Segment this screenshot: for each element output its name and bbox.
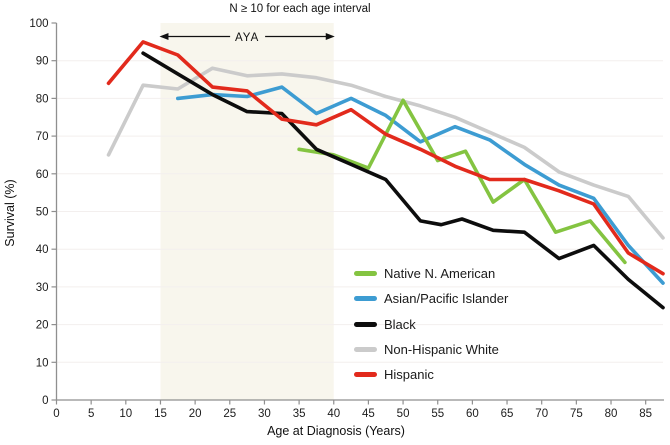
x-tick-label-80: 80 xyxy=(605,408,618,420)
aya-arrow-left-head xyxy=(159,33,169,40)
x-tick-label-5: 5 xyxy=(88,408,94,420)
legend-label: Black xyxy=(384,316,416,332)
y-tick-label-40: 40 xyxy=(36,244,49,256)
x-tick-label-75: 75 xyxy=(570,408,583,420)
legend-item-asian-pacific-islander: Asian/Pacific Islander xyxy=(354,286,508,311)
legend-swatch-icon xyxy=(354,296,377,302)
y-tick-label-100: 100 xyxy=(29,18,48,30)
y-tick-label-50: 50 xyxy=(36,207,49,219)
legend-label: Non-Hispanic White xyxy=(384,342,499,358)
x-tick-label-70: 70 xyxy=(535,408,548,420)
y-tick-label-70: 70 xyxy=(36,131,49,143)
y-tick-label-10: 10 xyxy=(36,357,49,369)
legend-item-black: Black xyxy=(354,312,508,337)
x-tick-label-15: 15 xyxy=(154,408,167,420)
legend-item-native-n-american: Native N. American xyxy=(354,261,508,286)
x-tick-label-20: 20 xyxy=(189,408,202,420)
legend-swatch-icon xyxy=(354,271,377,277)
legend-label: Hispanic xyxy=(384,367,434,383)
x-tick-label-50: 50 xyxy=(397,408,410,420)
legend-label: Asian/Pacific Islander xyxy=(384,291,509,307)
legend-swatch-icon xyxy=(354,347,377,353)
x-axis-title: Age at Diagnosis (Years) xyxy=(267,424,405,438)
x-tick-label-25: 25 xyxy=(223,408,236,420)
aya-band-label: AYA xyxy=(235,32,259,44)
y-tick-label-60: 60 xyxy=(36,169,49,181)
legend-label: Native N. American xyxy=(384,266,496,282)
y-tick-label-20: 20 xyxy=(36,320,49,332)
x-tick-label-10: 10 xyxy=(119,408,132,420)
legend-swatch-icon xyxy=(354,321,377,327)
series-line-asian-pacific-islander xyxy=(176,85,665,285)
x-tick-label-30: 30 xyxy=(258,408,271,420)
y-tick-label-30: 30 xyxy=(36,282,49,294)
series-line-hispanic xyxy=(106,40,665,276)
x-tick-label-60: 60 xyxy=(466,408,479,420)
y-tick-label-90: 90 xyxy=(36,56,49,68)
x-tick-label-45: 45 xyxy=(362,408,375,420)
aya-arrow-right-head xyxy=(325,33,335,40)
x-tick-label-55: 55 xyxy=(431,408,444,420)
chart-title: N ≥ 10 for each age interval xyxy=(229,3,371,15)
series-line-black xyxy=(141,51,665,310)
x-tick-label-0: 0 xyxy=(53,408,59,420)
x-tick-label-35: 35 xyxy=(293,408,306,420)
legend-swatch-icon xyxy=(354,372,377,378)
y-axis-title: Survival (%) xyxy=(3,179,17,247)
legend-item-hispanic: Hispanic xyxy=(354,362,508,387)
y-tick-label-80: 80 xyxy=(36,93,49,105)
x-tick-label-65: 65 xyxy=(501,408,514,420)
x-tick-label-85: 85 xyxy=(639,408,652,420)
y-tick-label-0: 0 xyxy=(42,395,48,407)
series-line-native-n-american xyxy=(297,98,627,265)
legend: Native N. American Asian/Pacific Islander… xyxy=(354,261,508,387)
legend-item-non-hispanic-white: Non-Hispanic White xyxy=(354,337,508,362)
x-tick-label-40: 40 xyxy=(327,408,340,420)
